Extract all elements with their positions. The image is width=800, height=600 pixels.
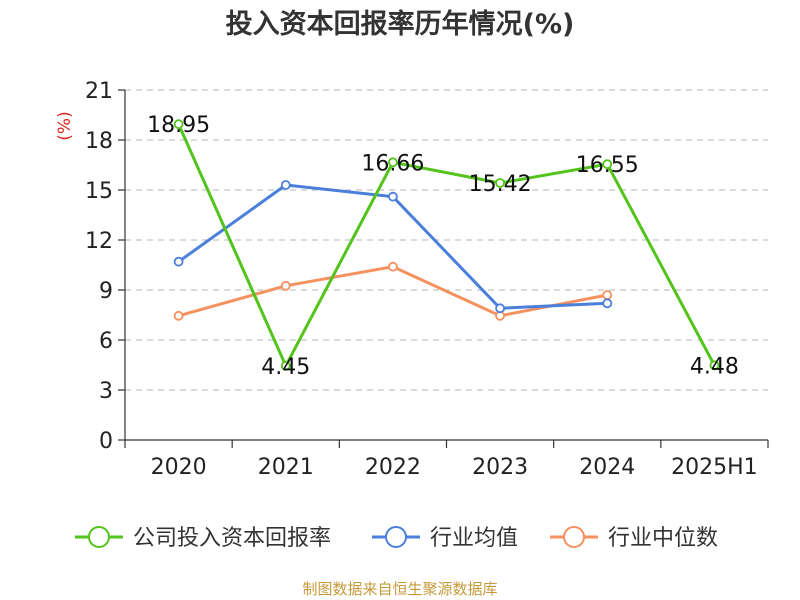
series-line	[177, 123, 716, 368]
y-tick-label: 3	[99, 379, 113, 404]
data-point	[495, 178, 505, 188]
legend-label: 公司投入资本回报率	[133, 526, 331, 551]
axes	[124, 90, 768, 441]
y-tick-label: 12	[85, 229, 113, 254]
series-1	[173, 180, 613, 314]
data-point	[602, 159, 613, 170]
y-tick-label: 18	[85, 129, 113, 154]
y-tick-label: 6	[99, 329, 113, 354]
y-axis-unit-label: (%)	[55, 111, 75, 140]
legend-label: 行业均值	[430, 526, 518, 551]
data-point	[173, 119, 184, 130]
y-tick-label: 0	[99, 429, 113, 454]
x-tick-label: 2021	[258, 455, 314, 480]
series-group	[173, 119, 720, 371]
data-point	[388, 157, 398, 168]
data-label: 4.45	[261, 355, 310, 380]
data-point	[388, 261, 398, 272]
data-label: 16.66	[361, 151, 424, 176]
data-point	[280, 280, 291, 291]
series-line	[178, 265, 608, 318]
data-label: 16.55	[576, 153, 639, 178]
legend-label: 行业中位数	[608, 526, 718, 551]
data-point	[280, 180, 291, 190]
data-point	[280, 360, 291, 371]
x-tick-label: 2025H1	[671, 455, 758, 480]
data-point	[173, 256, 184, 267]
data-point	[602, 298, 613, 309]
x-tick-label: 2020	[151, 455, 207, 480]
data-label: 18.95	[147, 113, 210, 138]
source-note: 制图数据来自恒生聚源数据库	[302, 580, 497, 598]
data-labels: 18.95 4.45 16.66 15.42 16.55 4.48	[147, 113, 739, 380]
y-tick-label: 21	[85, 79, 113, 104]
legend: 公司投入资本回报率 行业均值 行业中位数	[75, 526, 718, 551]
legend-item-0: 公司投入资本回报率	[75, 526, 331, 551]
data-point	[388, 191, 398, 202]
series-0	[173, 119, 720, 371]
data-label: 4.48	[690, 354, 739, 379]
y-tick-label: 9	[99, 279, 113, 304]
legend-item-1: 行业均值	[372, 526, 518, 551]
data-point	[602, 290, 613, 300]
legend-marker	[385, 526, 407, 548]
data-point	[173, 310, 184, 321]
legend-item-2: 行业中位数	[550, 526, 718, 551]
data-label: 15.42	[469, 172, 532, 197]
legend-marker	[563, 526, 585, 548]
x-tick-label: 2022	[365, 455, 421, 480]
gridlines	[125, 89, 768, 391]
data-point	[709, 360, 720, 371]
series-2	[173, 261, 613, 321]
legend-marker	[88, 526, 110, 548]
y-axis-ticks: 0 3 6 9 12 15 18 21	[85, 79, 125, 454]
y-tick-label: 15	[85, 179, 113, 204]
x-tick-label: 2023	[472, 455, 528, 480]
chart-title: 投入资本回报率历年情况(%)	[226, 8, 575, 40]
x-axis-ticks: 2020 2021 2022 2023 2024 2025H1	[124, 440, 769, 480]
x-tick-label: 2024	[579, 455, 635, 480]
data-point	[495, 303, 505, 314]
